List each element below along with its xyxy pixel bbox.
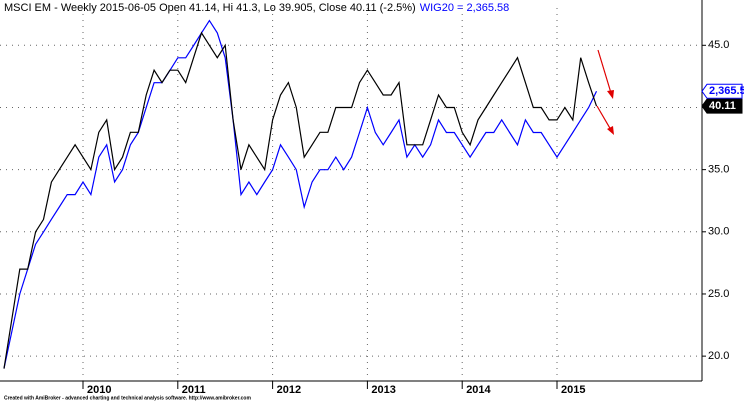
series-line: [3, 31, 598, 369]
x-tick-label: 2015: [561, 384, 585, 396]
value-marker: [701, 83, 743, 99]
value-marker: [701, 98, 743, 114]
plot: [0, 8, 702, 381]
x-tick-label: 2013: [371, 384, 395, 396]
y-tick-label: 25.0: [708, 288, 729, 300]
y-tick-label: 45.0: [708, 39, 729, 51]
annotations: [596, 49, 614, 135]
y-tick-label: 35.0: [708, 164, 729, 176]
footer: Created with AmiBroker - advanced charti…: [4, 395, 251, 401]
value-label: 2,365.58: [709, 85, 744, 97]
arrow: [597, 49, 612, 94]
x-tick-label: 2010: [87, 384, 111, 396]
x-tick-label: 2014: [466, 384, 491, 396]
arrow: [596, 105, 612, 131]
arrow-head: [607, 126, 614, 135]
x-tick-label: 2012: [277, 384, 301, 396]
value-label: 40.11: [709, 100, 736, 112]
arrow-head: [607, 90, 614, 99]
subtitle: WIG20 = 2,365.58: [420, 2, 510, 14]
chart-title: MSCI EM - Weekly 2015-06-05 Open 41.14, …: [4, 2, 509, 14]
y-tick-label: 30.0: [708, 226, 729, 238]
y-tick-label: 20.0: [708, 350, 729, 362]
series-line: [3, 19, 598, 369]
title: MSCI EM - Weekly 2015-06-05 Open 41.14, …: [4, 2, 416, 14]
x-tick-label: 2011: [182, 384, 206, 396]
